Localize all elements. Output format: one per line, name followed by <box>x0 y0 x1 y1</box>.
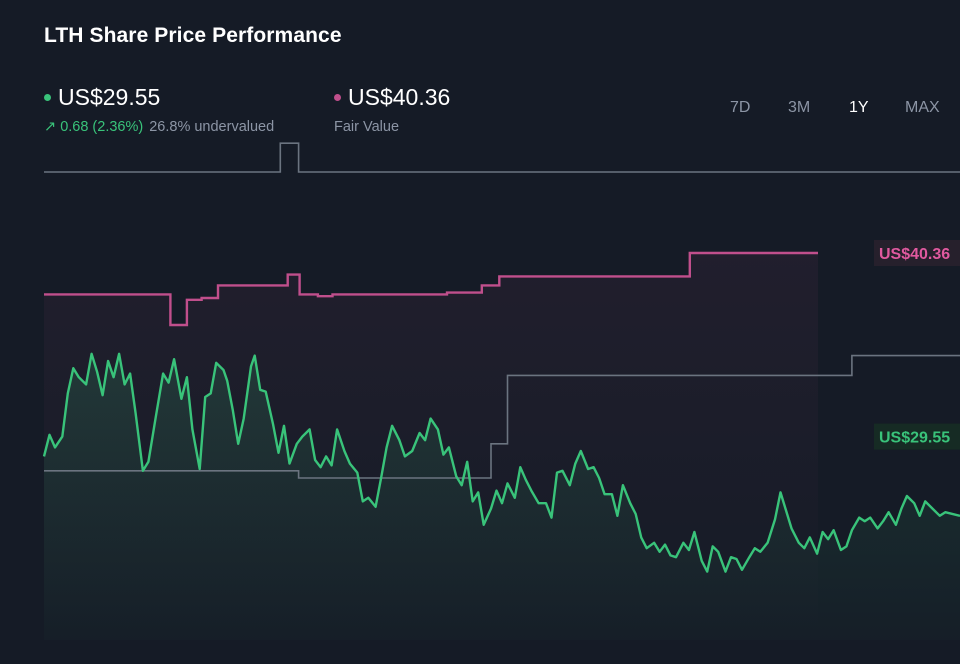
price-dot-icon <box>44 94 51 102</box>
range-tabs: 7D 3M 1Y MAX <box>720 99 960 121</box>
fair-value-label: Fair Value <box>334 119 400 135</box>
page-title: LTH Share Price Performance <box>44 24 342 47</box>
current-price: US$29.55 <box>58 84 161 110</box>
fair-value-line <box>44 251 818 327</box>
benchmark-lower-line <box>44 354 960 479</box>
fair-value-dot-icon <box>334 94 341 102</box>
fair-value-end-label-text: US$40.36 <box>879 246 950 263</box>
share-price-end-label-bg <box>874 423 960 450</box>
price-change-value: 0.68 (2.36%) <box>60 119 144 135</box>
fair-value-end-label-bg <box>874 240 960 266</box>
fair-value-block: US$40.36 Fair Value <box>334 84 450 135</box>
valuation-status: 26.8% undervalued <box>149 119 275 135</box>
current-price-block: US$29.55 ↗ 0.68 (2.36%) 26.8% undervalued <box>44 84 274 135</box>
share-price-line <box>42 352 960 573</box>
share-price-end-label: US$29.55 <box>874 423 960 450</box>
price-change: ↗ 0.68 (2.36%) <box>44 119 143 135</box>
tab-3m[interactable]: 3M <box>788 99 811 116</box>
benchmark-line <box>44 142 960 173</box>
fair-value-end-label: US$40.36 <box>874 240 960 266</box>
tab-1y[interactable]: 1Y <box>849 99 869 116</box>
arrow-up-right-icon: ↗ <box>44 119 57 135</box>
tab-7d[interactable]: 7D <box>730 99 751 116</box>
share-price-end-label-text: US$29.55 <box>879 430 950 447</box>
tab-max[interactable]: MAX <box>905 99 940 116</box>
fair-value-price: US$40.36 <box>348 84 451 110</box>
